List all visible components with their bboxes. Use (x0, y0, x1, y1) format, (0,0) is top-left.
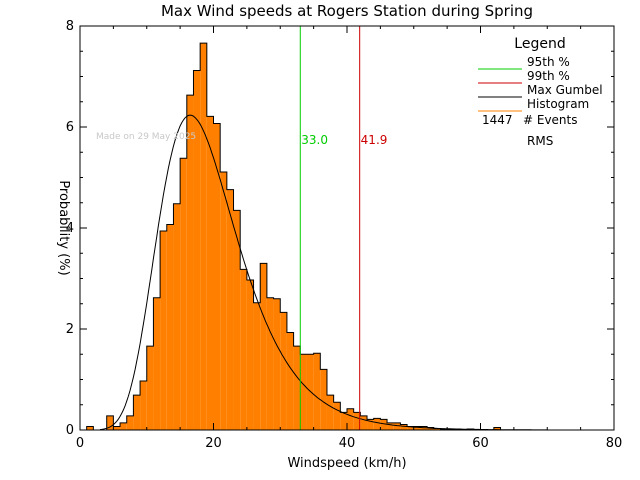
histogram-bar (240, 269, 247, 430)
histogram-bar (160, 231, 167, 430)
x-tick-label: 60 (472, 436, 489, 451)
x-tick-label: 20 (205, 436, 222, 451)
histogram-bar (180, 158, 187, 430)
x-tick-label: 80 (606, 436, 623, 451)
legend-rms-label: RMS (527, 134, 553, 148)
histogram-bar (226, 189, 234, 430)
y-tick-label: 8 (66, 19, 74, 34)
legend-entry-label: 95th % (527, 55, 570, 69)
histogram-bar (260, 263, 267, 430)
histogram-bar (140, 381, 147, 430)
histogram-bar (273, 298, 281, 430)
histogram-bar (280, 312, 287, 430)
histogram-bar (146, 346, 154, 430)
histogram-bar (233, 210, 241, 430)
legend-entry-label: 99th % (527, 69, 570, 83)
histogram-bar (166, 224, 174, 430)
chart-title: Max Wind speeds at Rogers Station during… (161, 2, 533, 20)
y-tick-label: 2 (66, 322, 74, 337)
histogram-bar (300, 354, 307, 430)
histogram-bar (367, 419, 374, 430)
gumbel-fit-curve (99, 114, 548, 431)
legend-events-count: 1447 (482, 113, 513, 127)
histogram-bar (320, 369, 327, 430)
histogram-bar (447, 428, 454, 430)
axes: 0 20 40 60 80 0 2 4 6 8 (66, 19, 623, 451)
histogram-bar (420, 426, 428, 430)
histogram-bar (440, 428, 448, 430)
histogram-bar (266, 297, 274, 430)
histogram-bar (200, 43, 207, 431)
x-tick-label: 40 (339, 436, 356, 451)
histogram-bar (353, 412, 361, 430)
histogram-bar (120, 422, 127, 430)
y-tick-label: 6 (66, 120, 74, 135)
histogram-bar (380, 419, 388, 430)
percentile-99-label: 41.9 (361, 133, 388, 147)
histogram-bar (286, 332, 294, 430)
histogram-bar (206, 116, 214, 431)
histogram-bar (186, 95, 194, 430)
histogram-bar (413, 426, 421, 430)
histogram-bar (400, 424, 408, 430)
histogram-bar (493, 427, 501, 430)
y-tick-label: 0 (66, 423, 74, 438)
histogram-bar (433, 428, 441, 430)
histogram-outline (86, 42, 502, 431)
histogram-bar (333, 402, 341, 430)
histogram-bar (360, 415, 368, 430)
histogram-bar (153, 297, 161, 430)
histogram-bar (220, 171, 227, 430)
histogram-bar (427, 427, 434, 430)
histogram-bar (340, 412, 347, 430)
plot-area: 33.0 41.9 (86, 26, 548, 431)
histogram-bar (326, 395, 334, 430)
histogram-bar (387, 422, 394, 430)
histogram-bar (106, 415, 114, 430)
histogram-bar (246, 280, 254, 430)
legend-title: Legend (514, 36, 565, 52)
histogram-bar (347, 408, 354, 430)
histogram-bar (213, 123, 221, 430)
watermark-text: Made on 29 May 2025 (96, 132, 196, 142)
legend-entry-label: Histogram (527, 97, 589, 111)
histogram-bar (407, 426, 414, 430)
histogram-bar (133, 395, 141, 430)
histogram-bar (306, 354, 314, 430)
histogram-bar (313, 353, 321, 430)
percentile-95-label: 33.0 (301, 133, 328, 147)
legend-events-label: # Events (523, 113, 578, 127)
histogram-bar (253, 302, 261, 430)
y-axis-label: Probability (%) (56, 180, 71, 275)
histogram-bar (193, 70, 201, 430)
histogram-bar (393, 422, 401, 430)
x-axis-label: Windspeed (km/h) (287, 456, 406, 471)
x-tick-label: 0 (76, 436, 84, 451)
legend-entry-label: Max Gumbel (527, 83, 603, 97)
histogram-bar (86, 426, 94, 430)
histogram-bar (293, 346, 301, 430)
histogram-bar (373, 418, 381, 430)
histogram-bar (173, 203, 181, 430)
histogram-bar (126, 415, 134, 430)
y-tick-label: 4 (66, 221, 74, 236)
histogram-bar (113, 426, 121, 430)
